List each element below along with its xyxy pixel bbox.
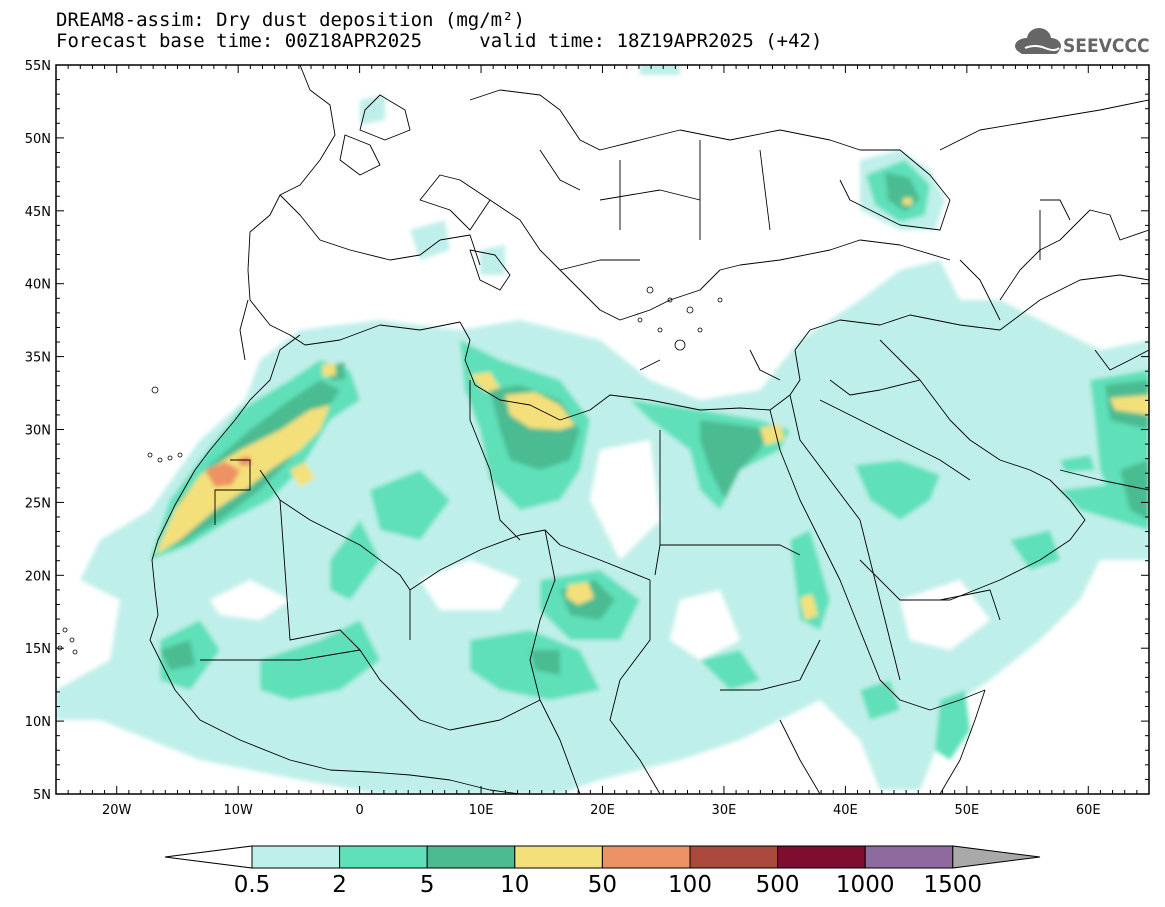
- lat-tick-label: 30N: [25, 424, 51, 439]
- colorbar-under-triangle: [164, 845, 253, 869]
- deposition-10-50: [155, 405, 330, 555]
- lat-tick-label: 10N: [25, 715, 51, 730]
- coastlines-and-borders: [149, 65, 1149, 794]
- lat-tick-label: 55N: [25, 59, 51, 74]
- colorbar-label: 10: [500, 872, 529, 898]
- axis-ticks: 55N 50N 45N 40N 35N 30N 25N 20N 15N 10N 5N 20W 10W 0 1…: [25, 59, 1150, 818]
- lat-tick-label: 5N: [33, 788, 51, 803]
- lat-tick-label: 45N: [25, 205, 51, 220]
- forecast-base-time: Forecast base time: 00Z18APR2025: [56, 30, 423, 52]
- colorbar-segment: [601, 845, 691, 869]
- colorbar-label: 100: [668, 872, 712, 898]
- deposition-50-100: [205, 462, 240, 487]
- colorbar-label: 0.5: [234, 872, 271, 898]
- colorbar-segment: [777, 845, 866, 869]
- lon-tick-label: 60E: [1076, 803, 1101, 818]
- lat-tick-label: 40N: [25, 278, 51, 293]
- colorbar-label: 1500: [924, 872, 983, 898]
- colorbar-label: 500: [756, 872, 800, 898]
- atlantic-islands: [57, 386, 183, 655]
- lat-tick-label: 25N: [25, 496, 51, 511]
- aegean-islands: [637, 286, 723, 351]
- colorbar-label: 2: [332, 872, 347, 898]
- colorbar-over-triangle: [952, 845, 1041, 869]
- lat-tick-label: 50N: [25, 132, 51, 147]
- lat-tick-label: 20N: [25, 569, 51, 584]
- colorbar-segment: [689, 845, 779, 869]
- chart-title: DREAM8-assim: Dry dust deposition (mg/m²…: [56, 9, 525, 31]
- lon-tick-label: 50E: [954, 803, 979, 818]
- chart-subtitle: Forecast base time: 00Z18APR2025 valid t…: [56, 31, 822, 51]
- lat-tick-label: 35N: [25, 351, 51, 366]
- colorbar-segment: [339, 845, 428, 869]
- colorbar-segment: [251, 845, 341, 869]
- lon-tick-label: 30E: [712, 803, 737, 818]
- valid-time: valid time: 18Z19APR2025 (+42): [479, 30, 823, 52]
- logo-text: SEEVCCC: [1063, 35, 1150, 57]
- lon-tick-label: 40E: [833, 803, 858, 818]
- lon-tick-label: 10W: [223, 803, 253, 818]
- colorbar-label: 5: [420, 872, 435, 898]
- seevccc-logo: SEEVCCC: [1015, 28, 1150, 57]
- dust-deposition-field: [56, 65, 1149, 794]
- colorbar-segment: [514, 845, 603, 869]
- lat-tick-label: 15N: [25, 642, 51, 657]
- colorbar-label: 1000: [836, 872, 895, 898]
- lon-tick-label: 10E: [469, 803, 494, 818]
- colorbar: 0.5 2 5 10 50 100 500 1000 1500: [164, 845, 1041, 898]
- map-area: [56, 65, 1149, 794]
- colorbar-label: 50: [588, 872, 617, 898]
- lon-tick-label: 20E: [590, 803, 615, 818]
- lon-tick-label: 20W: [102, 803, 132, 818]
- colorbar-segment: [864, 845, 954, 869]
- lon-tick-label: 0: [355, 803, 363, 818]
- colorbar-segment: [426, 845, 516, 869]
